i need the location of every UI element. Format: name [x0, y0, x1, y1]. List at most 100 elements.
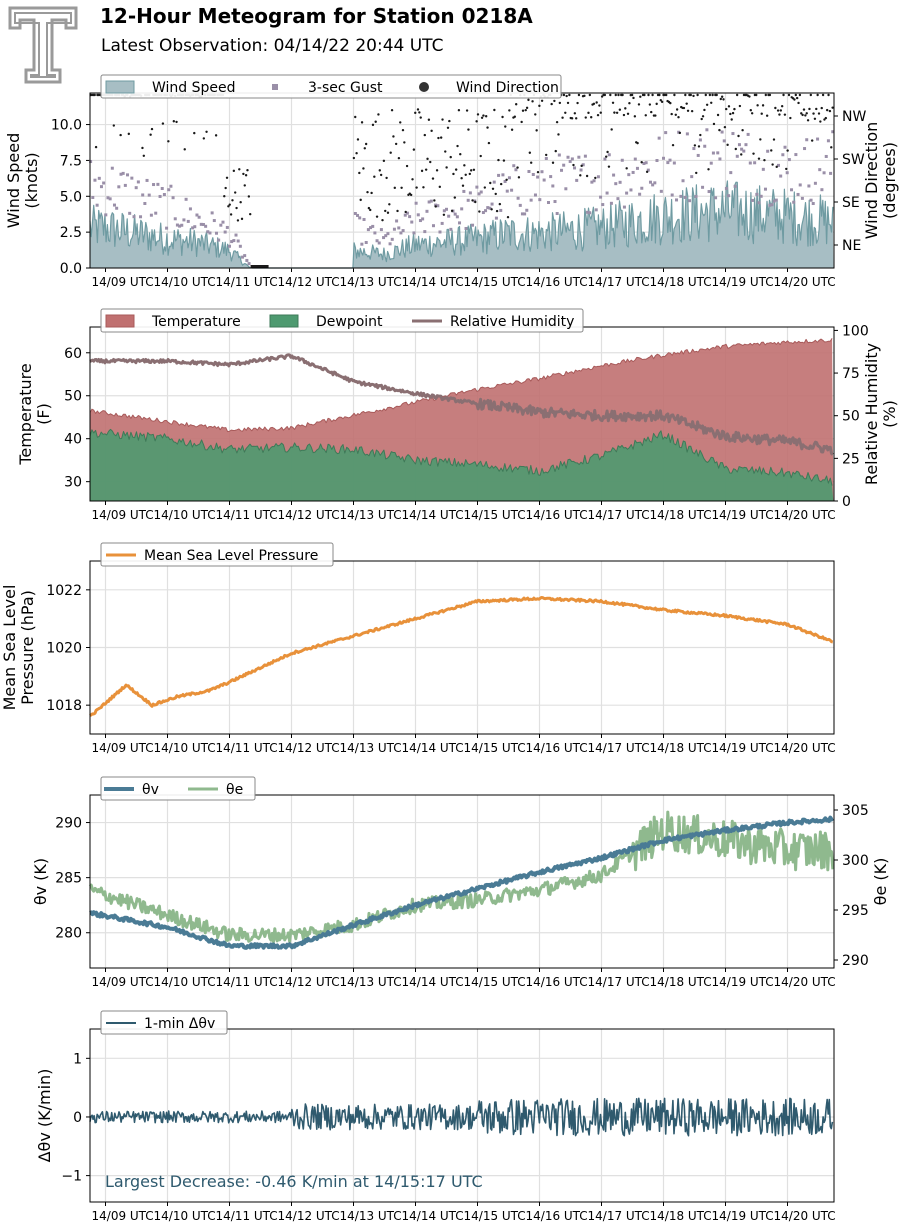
direction-point [632, 96, 635, 100]
x-tick-label: 14/09 UTC [92, 741, 154, 755]
direction-point [557, 133, 560, 136]
gust-point [596, 175, 600, 179]
x-tick-label: 14/10 UTC [154, 975, 216, 989]
direction-point [445, 166, 448, 169]
gust-point [219, 223, 223, 227]
direction-point [514, 103, 518, 106]
x-tick-label: 14/19 UTC [712, 1209, 774, 1223]
gust-point [158, 194, 162, 198]
gust-point [460, 207, 464, 211]
direction-point [765, 114, 769, 117]
direction-point [448, 119, 451, 123]
direction-point [780, 105, 784, 108]
direction-point [684, 93, 687, 97]
gust-point [733, 184, 737, 188]
direction-point [794, 93, 798, 97]
y-tick-label: 40 [64, 432, 82, 448]
direction-point [469, 169, 473, 172]
direction-point [235, 206, 238, 210]
gust-point [829, 171, 833, 175]
gust-point [208, 231, 212, 235]
gust-point [711, 151, 715, 155]
y-tick-label: 0 [73, 1110, 82, 1126]
direction-point [476, 113, 480, 116]
x-tick-label: 14/18 UTC [650, 1209, 712, 1223]
direction-point [633, 115, 637, 118]
direction-point [778, 113, 781, 116]
gust-point [527, 169, 531, 173]
gust-point [564, 187, 568, 191]
gust-point [427, 200, 431, 204]
gust-point [803, 147, 807, 151]
gust-point [703, 144, 707, 148]
gust-point [464, 226, 468, 230]
gust-point [696, 153, 700, 157]
legend-label: θe [226, 782, 243, 798]
gust-point [395, 219, 399, 223]
gust-point [134, 186, 138, 190]
direction-point [830, 146, 833, 149]
gust-point [217, 238, 221, 242]
direction-point [472, 168, 476, 171]
gust-point [499, 208, 503, 212]
gust-point [360, 242, 364, 246]
direction-point [693, 144, 697, 147]
direction-point [772, 138, 776, 141]
direction-point [798, 93, 802, 97]
direction-point [599, 111, 602, 114]
gust-point [130, 176, 134, 180]
gust-point [95, 203, 99, 207]
gust-point [165, 226, 169, 230]
direction-point [625, 167, 628, 170]
gust-point [698, 138, 702, 142]
gust-point [761, 167, 765, 171]
direction-point [626, 112, 630, 115]
panel-dtheta: 14/09 UTC 14/10 UTC 14/11 UTC 14/12 UTC 14/1… [35, 1010, 836, 1223]
gust-point [221, 220, 225, 224]
gust-point [375, 239, 379, 243]
x-tick-label: 14/12 UTC [278, 975, 340, 989]
gust-point [588, 211, 592, 215]
gust-point [245, 258, 249, 262]
gust-point [445, 207, 448, 211]
gust-point [555, 212, 559, 216]
direction-point [697, 145, 701, 148]
x-tick-label: 14/15 UTC [464, 975, 526, 989]
direction-point [375, 215, 379, 218]
direction-point [809, 93, 813, 97]
gust-point [720, 130, 724, 134]
direction-point [624, 107, 627, 110]
direction-point [584, 116, 587, 119]
direction-point [764, 93, 767, 97]
y-tick-label: 7.5 [60, 153, 82, 169]
gust-point [455, 215, 459, 219]
direction-point [776, 109, 780, 112]
direction-point [354, 115, 357, 119]
direction-point [658, 93, 661, 97]
gust-point [440, 221, 444, 225]
direction-point [482, 114, 485, 117]
gust-point [740, 147, 744, 151]
gust-point [583, 154, 587, 158]
direction-point [761, 104, 765, 107]
gust-point [232, 239, 236, 243]
axis-label: θe (K) [871, 858, 890, 906]
gust-point [152, 183, 156, 187]
gust-point [156, 182, 160, 186]
legend-swatch [269, 314, 299, 328]
x-tick-label: 14/10 UTC [154, 1209, 216, 1223]
direction-point [429, 160, 432, 164]
gust-point [536, 175, 540, 179]
x-tick-label: 14/17 UTC [588, 741, 650, 755]
gust-point [781, 153, 785, 157]
gust-point [514, 168, 518, 172]
gust-point [562, 163, 566, 167]
gust-point [188, 207, 192, 211]
gust-point [405, 211, 409, 215]
legend-box [100, 74, 562, 99]
direction-point [757, 157, 761, 160]
gust-point [210, 211, 214, 215]
direction-point [419, 116, 422, 119]
gust-point [577, 155, 581, 159]
gust-point [790, 188, 794, 192]
